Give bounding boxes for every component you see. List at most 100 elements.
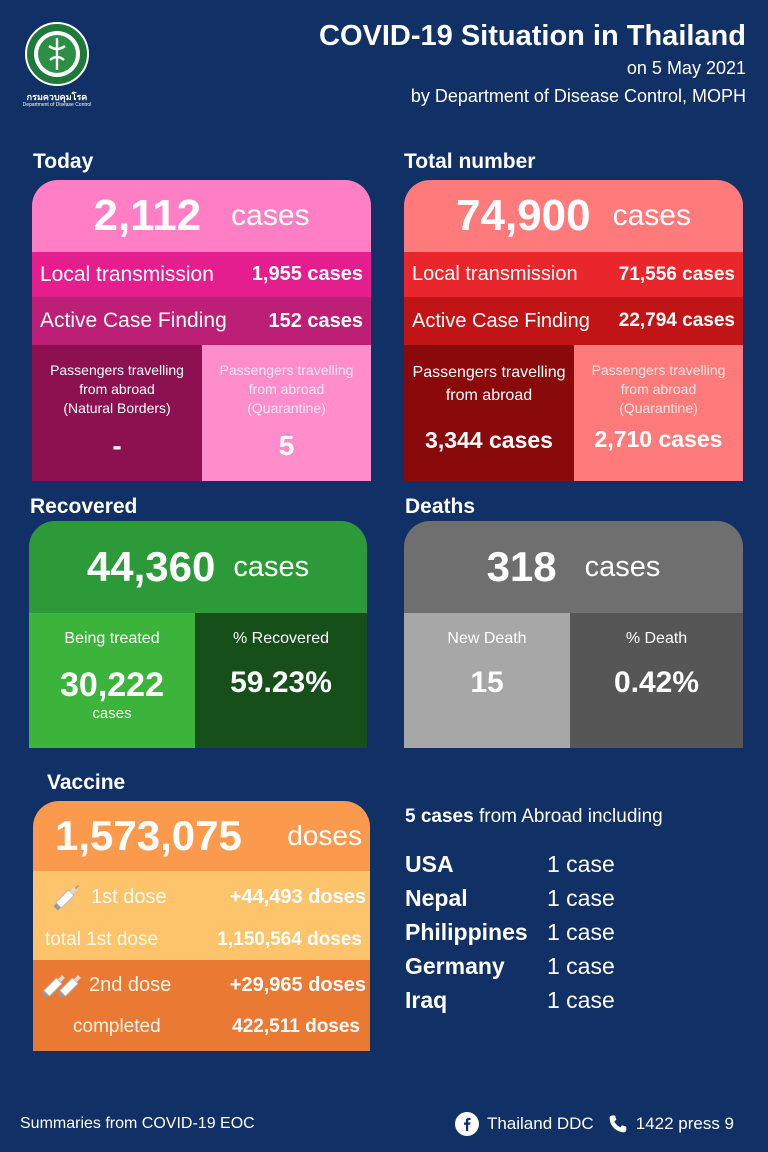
today-local-label: Local transmission: [40, 262, 214, 286]
country-name: Germany: [405, 952, 505, 979]
vaccine-completed-row: completed 422,511 doses: [33, 1007, 370, 1047]
today-quarantine-label-1: Passengers travelling: [219, 362, 354, 378]
deaths-new-cell: New Death 15: [404, 613, 570, 748]
today-quarantine-label-3: (Quarantine): [247, 400, 326, 416]
vaccine-total-value: 1,573,075: [55, 812, 242, 859]
today-natural-label-2: from abroad: [79, 381, 155, 397]
vaccine-first-dose-block: [33, 871, 370, 960]
total-local-value: 71,556 cases: [618, 263, 735, 285]
deaths-total-row: 318 cases: [404, 521, 743, 613]
deaths-heading: Deaths: [405, 495, 476, 518]
total-quarantine-value: 2,710 cases: [594, 426, 723, 452]
vaccine-total1-value: 1,150,564 doses: [217, 929, 362, 950]
total-total-row: 74,900 cases: [404, 180, 743, 252]
recovered-treated-label: Being treated: [64, 630, 160, 647]
country-name: USA: [405, 850, 454, 877]
double-syringe-icon: [41, 967, 85, 1003]
total-acf-value: 22,794 cases: [618, 310, 735, 331]
today-natural-label-3: (Natural Borders): [63, 400, 171, 416]
abroad-intro: 5 cases from Abroad including: [405, 806, 663, 828]
report-date: on 5 May 2021: [626, 58, 746, 78]
today-acf-value: 152 cases: [268, 309, 363, 332]
total-total-unit: cases: [612, 199, 691, 232]
total-quarantine-label-3: (Quarantine): [619, 400, 698, 416]
today-natural-cell: Passengers travelling from abroad (Natur…: [32, 345, 202, 481]
recovered-total-value: 44,360: [86, 543, 216, 590]
vaccine-completed-value: 422,511 doses: [232, 1016, 360, 1037]
list-item: Iraq 1 case: [405, 983, 735, 1017]
country-name: Philippines: [405, 918, 528, 945]
abroad-intro-text: from Abroad including: [473, 806, 663, 827]
country-count: 1 case: [547, 986, 615, 1013]
vaccine-dose2-label: 2nd dose: [89, 973, 172, 996]
total-heading: Total number: [404, 150, 536, 173]
vaccine-dose1-row: 1st dose +44,493 doses: [33, 875, 370, 919]
today-acf-label: Active Case Finding: [40, 309, 227, 332]
abroad-intro-count: 5 cases: [405, 806, 474, 827]
country-count: 1 case: [547, 884, 615, 911]
deaths-pct-value: 0.42%: [613, 666, 700, 699]
logo-text: กรมควบคุมโรค: [26, 92, 88, 102]
total-quarantine-label-1: Passengers travelling: [591, 362, 726, 378]
total-abroad-label-1: Passengers travelling: [412, 364, 566, 381]
syringe-icon: [51, 881, 83, 913]
abroad-country-list: USA 1 case Nepal 1 case Philippines 1 case …: [405, 847, 735, 1017]
total-acf-label: Active Case Finding: [412, 309, 590, 332]
recovered-total-unit: cases: [233, 550, 310, 583]
total-abroad-label-2: from abroad: [445, 387, 533, 404]
today-quarantine-label-2: from abroad: [248, 381, 325, 397]
vaccine-dose1-value: +44,493 doses: [229, 885, 366, 908]
total-quarantine-cell: Passengers travelling from abroad (Quara…: [574, 345, 743, 481]
today-local-row: Local transmission 1,955 cases: [32, 252, 371, 297]
country-name: Iraq: [405, 986, 448, 1013]
total-abroad-cell: Passengers travelling from abroad 3,344 …: [404, 345, 574, 481]
total-local-label: Local transmission: [412, 263, 578, 285]
facebook-icon[interactable]: [454, 1112, 479, 1136]
recovered-total-row: 44,360 cases: [29, 521, 367, 613]
list-item: Philippines 1 case: [405, 915, 735, 949]
deaths-total-value: 318: [486, 543, 557, 590]
today-natural-value: -: [112, 430, 122, 461]
vaccine-total1-label: total 1st dose: [45, 929, 159, 950]
facebook-page-link[interactable]: Thailand DDC: [486, 1114, 594, 1133]
footer-contact: Thailand DDC 1422 press 9: [454, 1112, 734, 1136]
phone-icon: [608, 1114, 628, 1134]
total-total-value: 74,900: [456, 191, 591, 240]
today-heading: Today: [33, 150, 94, 173]
deaths-new-label: New Death: [447, 630, 527, 647]
total-acf-row: Active Case Finding 22,794 cases: [404, 297, 743, 345]
vaccine-second-dose-block: [33, 960, 370, 1051]
report-source: by Department of Disease Control, MOPH: [410, 86, 746, 106]
total-quarantine-label-2: from abroad: [620, 381, 697, 397]
recovered-heading: Recovered: [30, 495, 138, 518]
today-local-value: 1,955 cases: [251, 263, 363, 285]
recovered-treated-unit: cases: [92, 705, 132, 722]
total-card: 74,900 cases Local transmission 71,556 c…: [404, 180, 743, 481]
list-item: USA 1 case: [405, 847, 735, 881]
today-total-value: 2,112: [93, 191, 202, 240]
vaccine-card: 1,573,075 doses 1st dose +44,493 doses t…: [33, 801, 370, 1051]
page-title: COVID-19 Situation in Thailand: [319, 20, 746, 52]
vaccine-total1-row: total 1st dose 1,150,564 doses: [33, 921, 370, 959]
recovered-pct-value: 59.23%: [230, 666, 332, 699]
deaths-new-value: 15: [470, 666, 504, 699]
today-quarantine-cell: Passengers travelling from abroad (Quara…: [202, 345, 371, 481]
deaths-pct-label: % Death: [625, 630, 688, 647]
list-item: Germany 1 case: [405, 949, 735, 983]
hotline-number[interactable]: 1422 press 9: [635, 1114, 734, 1133]
deaths-card: 318 cases New Death 15 % Death 0.42%: [404, 521, 743, 748]
vaccine-completed-label: completed: [73, 1016, 161, 1037]
today-acf-row: Active Case Finding 152 cases: [32, 297, 371, 345]
country-count: 1 case: [547, 918, 615, 945]
footer-summary: Summaries from COVID-19 EOC: [20, 1115, 255, 1132]
vaccine-dose2-value: +29,965 doses: [229, 973, 366, 996]
recovered-card: 44,360 cases Being treated 30,222 cases …: [29, 521, 367, 748]
list-item: Nepal 1 case: [405, 881, 735, 915]
vaccine-dose1-label: 1st dose: [91, 885, 167, 908]
recovered-pct-cell: % Recovered 59.23%: [195, 613, 367, 748]
vaccine-heading: Vaccine: [47, 771, 126, 794]
deaths-pct-cell: % Death 0.42%: [570, 613, 743, 748]
today-total-row: 2,112 cases: [32, 180, 371, 252]
ddc-logo-icon: กรมควบคุมโรค Department of Disease Contr…: [22, 22, 92, 112]
vaccine-dose2-row: 2nd dose +29,965 doses: [33, 963, 370, 1007]
